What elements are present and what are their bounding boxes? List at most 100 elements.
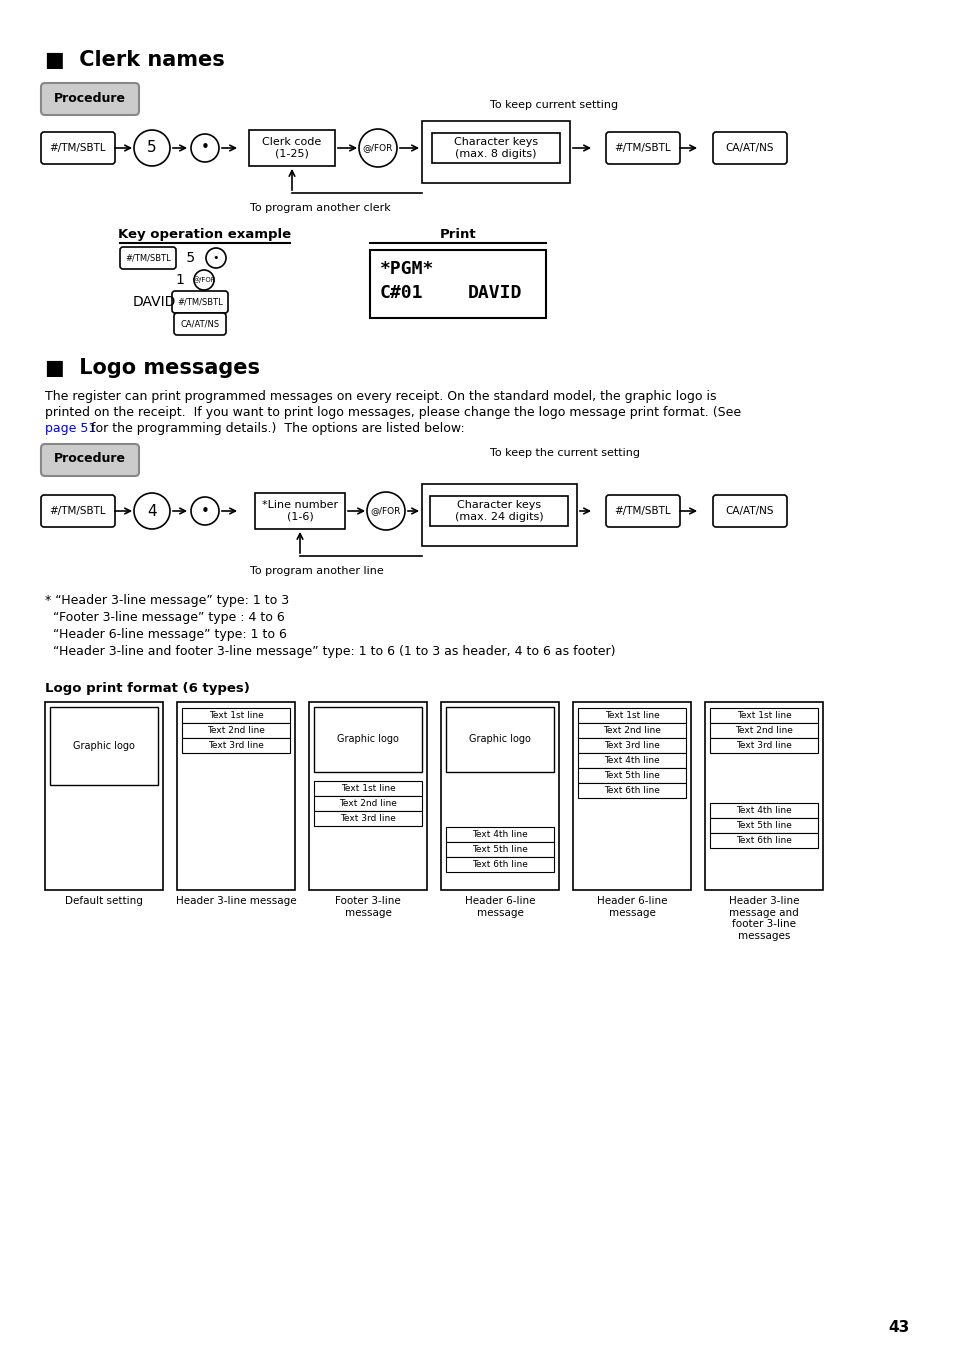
Text: Text 5th line: Text 5th line (472, 844, 527, 854)
Text: CA/AT/NS: CA/AT/NS (180, 320, 219, 329)
Text: Text 2nd line: Text 2nd line (602, 726, 660, 735)
Text: DAVID: DAVID (132, 295, 175, 309)
Bar (446, 842, 554, 857)
Bar (709, 738, 817, 753)
Bar (446, 707, 554, 772)
FancyBboxPatch shape (120, 247, 175, 268)
Text: * “Header 3-line message” type: 1 to 3: * “Header 3-line message” type: 1 to 3 (45, 594, 289, 607)
Text: Footer 3-line
message: Footer 3-line message (335, 896, 400, 917)
FancyBboxPatch shape (41, 444, 139, 476)
Bar (421, 121, 569, 183)
Bar (249, 130, 335, 166)
Text: Text 6th line: Text 6th line (736, 836, 791, 844)
Text: Text 3rd line: Text 3rd line (339, 813, 395, 823)
Bar (578, 708, 685, 723)
Bar (421, 484, 577, 546)
Bar (254, 492, 345, 529)
Text: To keep current setting: To keep current setting (490, 100, 618, 111)
Text: Header 3-line
message and
footer 3-line
messages: Header 3-line message and footer 3-line … (728, 896, 799, 940)
Text: Text 5th line: Text 5th line (603, 772, 659, 780)
Bar (432, 134, 559, 163)
Bar (709, 723, 817, 738)
Text: Text 3rd line: Text 3rd line (736, 741, 791, 750)
Text: Text 2nd line: Text 2nd line (338, 799, 396, 808)
Bar (709, 708, 817, 723)
Text: Default setting: Default setting (65, 896, 143, 907)
FancyBboxPatch shape (712, 495, 786, 527)
Bar (177, 701, 294, 890)
FancyBboxPatch shape (41, 495, 115, 527)
Text: The register can print programmed messages on every receipt. On the standard mod: The register can print programmed messag… (45, 390, 716, 403)
Bar (314, 796, 421, 811)
Text: Character keys
(max. 8 digits): Character keys (max. 8 digits) (454, 138, 537, 159)
Text: Text 1st line: Text 1st line (604, 711, 659, 720)
Bar (182, 708, 290, 723)
Bar (50, 707, 158, 785)
Bar (314, 781, 421, 796)
Text: Text 4th line: Text 4th line (736, 805, 791, 815)
Text: C#01: C#01 (379, 285, 423, 302)
Text: Text 3rd line: Text 3rd line (603, 741, 659, 750)
Bar (430, 496, 567, 526)
Bar (709, 803, 817, 817)
Text: Text 2nd line: Text 2nd line (735, 726, 792, 735)
Bar (573, 701, 690, 890)
Bar (578, 753, 685, 768)
Text: Key operation example: Key operation example (118, 228, 292, 241)
Bar (440, 701, 558, 890)
Bar (578, 723, 685, 738)
Text: ■  Logo messages: ■ Logo messages (45, 357, 260, 378)
Text: 1: 1 (175, 272, 184, 287)
Text: Logo print format (6 types): Logo print format (6 types) (45, 683, 250, 695)
Text: Graphic logo: Graphic logo (336, 734, 398, 745)
Text: #/TM/SBTL: #/TM/SBTL (50, 143, 106, 152)
Text: Header 6-line
message: Header 6-line message (597, 896, 666, 917)
Bar (446, 827, 554, 842)
Text: To program another clerk: To program another clerk (250, 202, 391, 213)
Text: #/TM/SBTL: #/TM/SBTL (614, 143, 671, 152)
FancyBboxPatch shape (41, 84, 139, 115)
FancyBboxPatch shape (605, 495, 679, 527)
Text: @/FOR: @/FOR (193, 277, 215, 283)
Text: *Line number
(1-6): *Line number (1-6) (262, 500, 337, 522)
Bar (578, 768, 685, 782)
FancyBboxPatch shape (173, 313, 226, 335)
FancyBboxPatch shape (172, 291, 228, 313)
Bar (578, 738, 685, 753)
Text: Text 2nd line: Text 2nd line (207, 726, 265, 735)
Bar (578, 782, 685, 799)
Text: Procedure: Procedure (54, 92, 126, 104)
Text: #/TM/SBTL: #/TM/SBTL (614, 506, 671, 517)
Text: 43: 43 (888, 1321, 909, 1336)
Text: page 51: page 51 (45, 422, 96, 434)
Bar (314, 707, 421, 772)
Text: Character keys
(max. 24 digits): Character keys (max. 24 digits) (455, 500, 543, 522)
Text: Print: Print (439, 228, 476, 241)
Text: Header 6-line
message: Header 6-line message (464, 896, 535, 917)
Text: “Header 3-line and footer 3-line message” type: 1 to 6 (1 to 3 as header, 4 to 6: “Header 3-line and footer 3-line message… (45, 645, 615, 658)
Bar (446, 857, 554, 871)
Text: #/TM/SBTL: #/TM/SBTL (125, 254, 171, 263)
Text: “Footer 3-line message” type : 4 to 6: “Footer 3-line message” type : 4 to 6 (45, 611, 284, 625)
Text: Clerk code
(1-25): Clerk code (1-25) (262, 138, 321, 159)
Text: Graphic logo: Graphic logo (469, 734, 531, 745)
Text: Procedure: Procedure (54, 452, 126, 465)
Text: @/FOR: @/FOR (362, 143, 393, 152)
Bar (182, 738, 290, 753)
Text: #/TM/SBTL: #/TM/SBTL (50, 506, 106, 517)
Text: for the programming details.)  The options are listed below:: for the programming details.) The option… (87, 422, 464, 434)
Text: •: • (213, 254, 219, 263)
FancyBboxPatch shape (712, 132, 786, 165)
Bar (704, 701, 822, 890)
Bar (314, 811, 421, 826)
Text: 5: 5 (182, 251, 195, 264)
Bar (370, 250, 545, 318)
Text: @/FOR: @/FOR (371, 506, 401, 515)
Text: Header 3-line message: Header 3-line message (175, 896, 296, 907)
Bar (182, 723, 290, 738)
Text: Text 6th line: Text 6th line (603, 786, 659, 795)
Bar (709, 817, 817, 832)
FancyBboxPatch shape (605, 132, 679, 165)
Text: *PGM*: *PGM* (379, 260, 434, 278)
Text: 5: 5 (147, 140, 156, 155)
